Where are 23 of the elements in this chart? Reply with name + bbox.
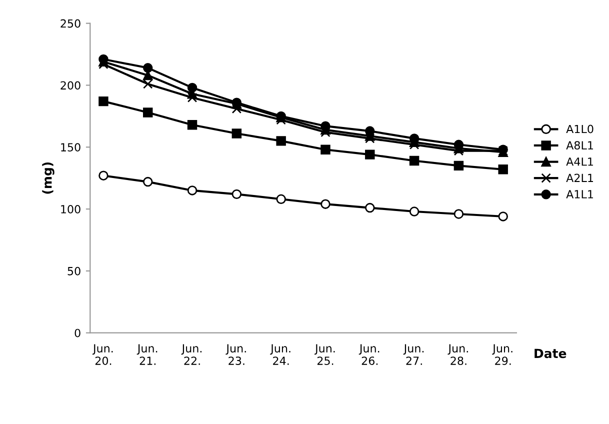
legend-label: A1L1	[566, 190, 593, 198]
x-tick-label: Jun. 26.	[358, 344, 380, 365]
x-tick-label: Jun. 21.	[136, 344, 158, 365]
y-axis-title: (mg)	[42, 162, 54, 194]
x-tick-label: Jun. 27.	[403, 344, 424, 365]
y-tick-label: 250	[60, 19, 80, 28]
x-axis-title: Date	[534, 348, 566, 358]
y-tick-label: 50	[68, 266, 80, 276]
x-tick-label: Jun. 22.	[181, 344, 202, 365]
legend-label: A2L1	[566, 174, 593, 182]
x-tick-label: Jun. 28.	[448, 344, 468, 365]
y-tick-label: 150	[61, 143, 80, 152]
x-tick-label: Jun. 29.	[492, 344, 512, 365]
x-tick-label: Jun. 20.	[92, 344, 113, 365]
y-tick-label: 200	[60, 81, 80, 90]
y-tick-label: 100	[61, 205, 80, 214]
legend-label: A4L1	[566, 158, 593, 166]
legend-label: A8L1	[566, 141, 593, 150]
x-tick-label: Jun. 24.	[270, 344, 290, 365]
legend-label: A1L0	[566, 124, 594, 134]
x-tick-label: Jun. 25.	[314, 344, 335, 365]
x-tick-label: Jun. 23.	[226, 344, 246, 365]
y-tick-label: 0	[74, 328, 80, 338]
